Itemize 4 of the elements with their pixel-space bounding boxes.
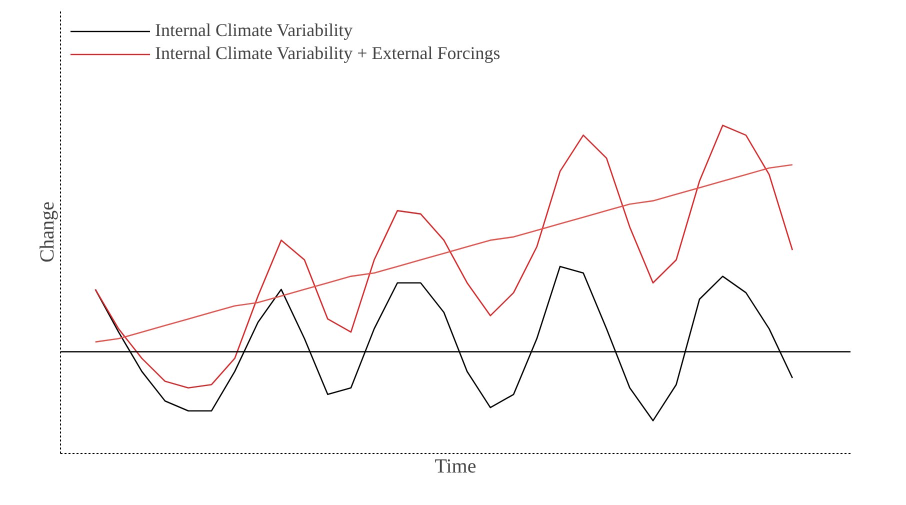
legend-label: Internal Climate Variability + External Forcings — [155, 43, 500, 64]
x-axis-title: Time — [434, 456, 476, 478]
legend-label: Internal Climate Variability — [155, 20, 353, 41]
y-axis-title: Change — [36, 201, 58, 263]
